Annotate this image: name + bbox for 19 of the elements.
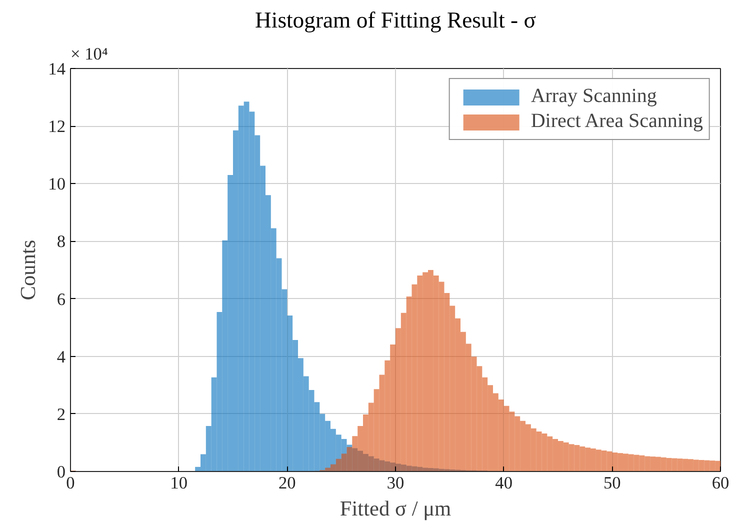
y-tick-label: 8	[56, 232, 66, 252]
y-tick-label: 12	[48, 117, 66, 136]
text: × 10⁴	[70, 44, 108, 64]
legend-label: Array Scanning	[530, 85, 657, 108]
x-tick-label: 40	[495, 474, 512, 492]
x-tick-label: 60	[712, 474, 730, 492]
x-tick-label: 20	[278, 474, 296, 492]
y-tick-label: 14	[48, 60, 66, 78]
y-tick-label: 4	[56, 347, 66, 366]
x-tick-label: 50	[604, 474, 621, 492]
y-tick-label: 10	[48, 174, 66, 194]
x-tick-label: 10	[170, 474, 188, 492]
x-tick-label: 30	[386, 474, 404, 492]
chart-title: Histogram of Fitting Result - σ	[255, 8, 536, 32]
x-axis-title: Fitted σ / μm	[340, 496, 452, 520]
y-tick-label: 2	[56, 404, 66, 424]
legend-label: Direct Area Scanning	[530, 110, 703, 133]
y-axis-title: Counts	[16, 240, 40, 300]
y-tick-label: 6	[56, 290, 66, 309]
